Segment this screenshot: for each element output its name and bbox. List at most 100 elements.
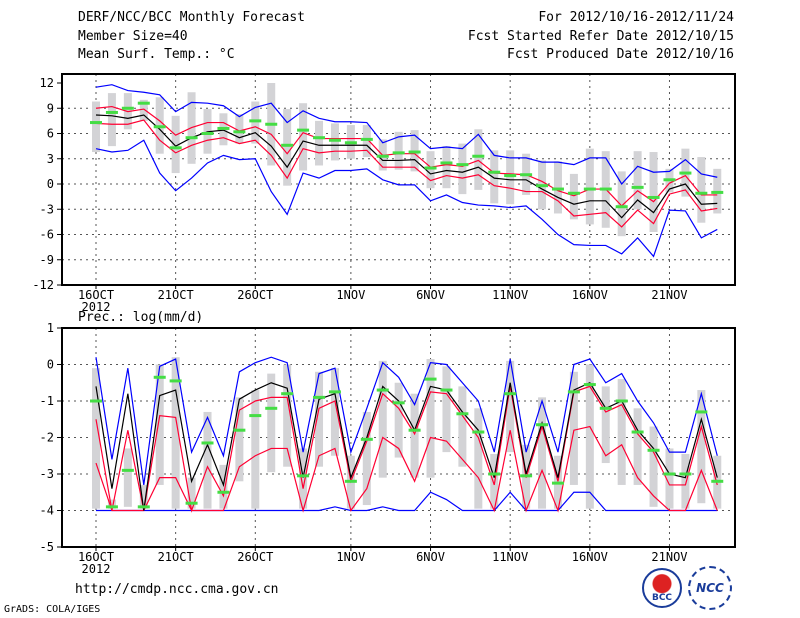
p0-observed-marker — [265, 122, 278, 126]
p1-spread-box — [681, 453, 690, 509]
p1-observed-marker — [297, 474, 310, 478]
p1-xtick-label: 21NOV — [651, 550, 687, 564]
p1-spread-box — [362, 411, 371, 506]
p0-spread-box — [330, 123, 339, 161]
p0-spread-box — [506, 150, 515, 205]
p0-observed-marker — [121, 106, 134, 110]
p0-observed-marker — [504, 174, 517, 178]
p0-observed-marker — [440, 161, 453, 165]
p1-observed-marker — [217, 490, 230, 494]
p1-spread-box — [219, 464, 228, 509]
p1-observed-marker — [137, 505, 150, 509]
p1-observed-marker — [599, 406, 612, 410]
p0-observed-marker — [344, 141, 357, 145]
p0-observed-marker — [233, 130, 246, 134]
p1-spread-box — [283, 364, 292, 467]
p1-spread-box — [123, 448, 132, 507]
p1-observed-marker — [551, 481, 564, 485]
p0-observed-marker — [217, 126, 230, 130]
p1-spread-box — [92, 368, 100, 509]
p0-spread-box — [283, 109, 292, 186]
p1-xtick-year: 2012 — [82, 562, 111, 576]
p1-observed-marker — [631, 430, 644, 434]
precip-title: Prec.: log(mm/d) — [78, 310, 204, 325]
p1-ytick-label: 1 — [47, 321, 54, 335]
p0-observed-marker — [297, 128, 310, 132]
p1-ytick-label: -5 — [40, 540, 54, 554]
p0-ensemble-max-line — [95, 84, 718, 185]
p1-xtick-label: 16NOV — [572, 550, 608, 564]
p1-spread-box — [378, 360, 387, 478]
p1-spread-box — [394, 382, 403, 458]
p0-observed-marker — [567, 191, 580, 195]
p0-ensemble-mean-line — [95, 114, 718, 219]
p1-xtick-label: 21OCT — [158, 550, 194, 564]
p1-observed-marker — [536, 423, 549, 427]
p1-ytick-label: 0 — [47, 358, 54, 372]
p0-spread-box — [107, 93, 116, 147]
p1-spread-box — [410, 393, 419, 478]
p1-observed-marker — [313, 395, 326, 399]
p0-observed-marker — [520, 173, 533, 177]
p1-observed-marker — [488, 472, 501, 476]
p1-observed-marker — [233, 428, 246, 432]
p0-observed-marker — [360, 137, 373, 141]
p0-spread-box — [426, 151, 435, 189]
p1-spread-box — [155, 364, 164, 485]
variable-label: Mean Surf. Temp.: °C — [78, 47, 235, 62]
p0-spread-box — [474, 129, 483, 190]
p0-xtick-label: 16NOV — [572, 288, 608, 302]
p0-observed-marker — [328, 138, 341, 142]
p0-observed-marker — [679, 171, 692, 175]
p1-observed-marker — [424, 377, 437, 381]
p0-observed-marker — [90, 121, 102, 125]
p0-observed-marker — [472, 154, 485, 158]
p0-xtick-year: 2012 — [82, 300, 111, 314]
p0-spread-box — [490, 150, 499, 204]
p0-ytick-label: 0 — [47, 177, 54, 191]
p0-observed-marker — [695, 191, 708, 195]
p1-observed-marker — [647, 448, 660, 452]
p1-xtick-label: 26OCT — [237, 550, 273, 564]
p0-spread-box — [553, 161, 562, 214]
p0-observed-marker — [313, 136, 326, 140]
p0-spread-box — [633, 151, 642, 210]
p1-ensemble-max-line — [95, 356, 718, 486]
p1-xtick-label: 16OCT — [78, 550, 114, 564]
p0-spread-box — [458, 143, 467, 195]
member-size: Member Size=40 — [78, 29, 188, 44]
p1-plot-frame — [61, 327, 736, 548]
p0-plot-frame — [61, 73, 736, 286]
p0-spread-box — [299, 103, 308, 171]
p0-spread-box — [697, 157, 706, 223]
p0-xtick-label: 21NOV — [651, 288, 687, 302]
p1-spread-box — [426, 359, 435, 478]
p0-xtick-label: 16OCT — [78, 288, 114, 302]
p1-observed-marker — [440, 388, 453, 392]
p0-spread-box — [92, 101, 100, 153]
footer-url[interactable]: http://cmdp.ncc.cma.gov.cn — [75, 582, 279, 597]
p0-ytick-label: 3 — [47, 152, 54, 166]
p0-observed-marker — [408, 150, 421, 154]
p0-spread-box — [139, 99, 148, 121]
p0-spread-box — [251, 101, 260, 144]
p1-xtick-label: 6NOV — [416, 550, 445, 564]
p1-spread-box — [251, 390, 260, 509]
p1-spread-box — [585, 364, 594, 509]
p1-observed-marker — [265, 406, 278, 410]
p0-observed-marker — [631, 185, 644, 189]
p1-observed-marker — [615, 399, 628, 403]
p1-observed-marker — [105, 505, 118, 509]
p1-observed-marker — [408, 428, 421, 432]
p0-observed-marker — [185, 136, 198, 140]
produced-date: Fcst Produced Date 2012/10/16 — [507, 47, 734, 62]
p0-observed-marker — [169, 146, 182, 150]
p0-xtick-label: 1NOV — [336, 288, 365, 302]
p0-ytick-label: 9 — [47, 101, 54, 115]
p1-upper-quartile-line — [95, 385, 718, 513]
p1-observed-marker — [679, 472, 692, 476]
p1-observed-marker — [328, 390, 341, 394]
p1-spread-box — [267, 373, 276, 473]
p0-observed-marker — [392, 151, 405, 155]
p1-spread-box — [633, 408, 642, 485]
